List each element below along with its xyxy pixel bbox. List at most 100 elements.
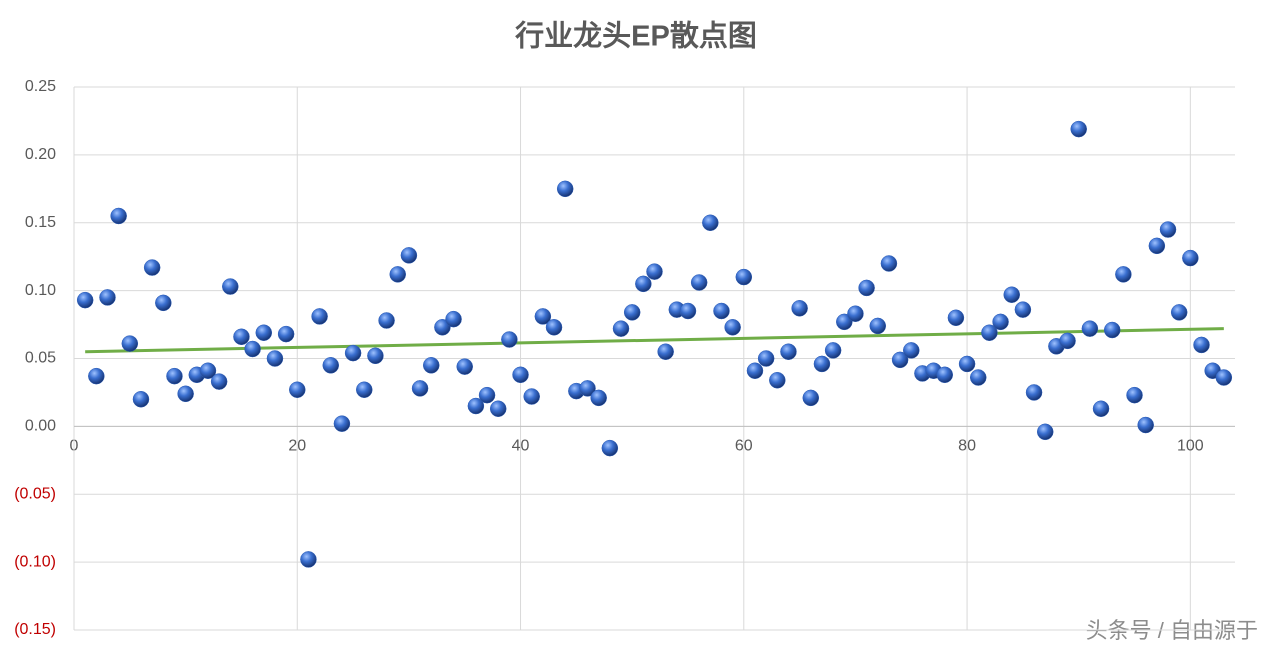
y-tick-label: 0.25 (25, 78, 56, 95)
point (936, 366, 953, 384)
x-tick-label: 20 (288, 438, 306, 455)
point (646, 263, 663, 280)
point (981, 324, 998, 341)
point (322, 357, 340, 374)
point (132, 390, 150, 408)
y-tick-label: (0.10) (14, 553, 56, 570)
point (813, 355, 831, 373)
point (791, 300, 808, 317)
point (891, 351, 909, 369)
point (356, 381, 373, 398)
point (545, 319, 563, 336)
chart-title: 行业龙头EP散点图 (514, 20, 757, 53)
point (411, 380, 429, 397)
point (501, 331, 518, 348)
point (255, 324, 273, 341)
point (367, 347, 384, 365)
point (824, 342, 842, 359)
point (1137, 416, 1154, 434)
point (1059, 332, 1076, 350)
point (1159, 221, 1177, 238)
y-tick-label: 0.15 (25, 214, 56, 231)
point (400, 247, 418, 264)
point (780, 343, 797, 360)
point (534, 308, 552, 325)
point (99, 289, 116, 306)
point (143, 259, 161, 276)
y-tick-label: (0.05) (14, 485, 56, 502)
point (1126, 386, 1143, 404)
point (847, 305, 864, 322)
point (858, 279, 875, 297)
point (880, 255, 898, 272)
point (903, 342, 920, 359)
point (590, 389, 607, 407)
point (612, 320, 630, 337)
point (110, 207, 127, 225)
y-tick-label: 0.05 (25, 350, 56, 367)
point (947, 309, 965, 327)
point (222, 278, 239, 295)
point (769, 371, 786, 389)
point (422, 357, 440, 374)
point (1182, 249, 1199, 267)
point (657, 343, 674, 360)
point (1115, 266, 1132, 283)
point (266, 350, 284, 367)
y-tick-label: 0.10 (25, 282, 56, 299)
point (1003, 286, 1020, 303)
point (478, 386, 496, 404)
y-tick-label: 0.20 (25, 146, 56, 163)
point (512, 366, 529, 384)
point (467, 397, 485, 415)
point (1092, 400, 1110, 417)
point (121, 335, 139, 352)
point (713, 302, 730, 320)
point (456, 358, 473, 375)
trendline (85, 327, 1224, 354)
point (702, 214, 719, 231)
point (556, 180, 574, 198)
x-tick-label: 60 (735, 438, 753, 455)
point (601, 439, 619, 457)
y-tick-label: (0.15) (14, 621, 56, 638)
point (735, 268, 753, 286)
point (233, 328, 250, 346)
point (1036, 423, 1054, 441)
point (623, 304, 641, 321)
point (679, 302, 697, 320)
point (757, 350, 775, 367)
point (1070, 120, 1087, 138)
point (1148, 237, 1166, 255)
point (155, 294, 172, 312)
point (724, 319, 741, 336)
point (1025, 384, 1043, 401)
point (300, 551, 317, 568)
x-tick-label: 100 (1177, 438, 1204, 455)
point (244, 340, 261, 358)
point (210, 373, 228, 390)
point (579, 380, 596, 397)
point (1170, 304, 1188, 321)
point (311, 308, 328, 325)
point (333, 415, 351, 432)
point (445, 310, 462, 328)
point (489, 400, 507, 417)
y-tick-label: 0.00 (25, 418, 56, 435)
point (958, 355, 976, 373)
point (1081, 320, 1099, 337)
point (969, 369, 987, 386)
point (1103, 321, 1121, 339)
point (836, 313, 853, 331)
point (434, 319, 451, 336)
point (690, 274, 708, 291)
point (869, 317, 887, 335)
x-tick-label: 80 (958, 438, 976, 455)
point (88, 367, 105, 385)
point (177, 385, 194, 403)
point (76, 291, 94, 309)
x-tick-label: 40 (512, 438, 530, 455)
point (635, 275, 652, 293)
point (1014, 301, 1032, 318)
